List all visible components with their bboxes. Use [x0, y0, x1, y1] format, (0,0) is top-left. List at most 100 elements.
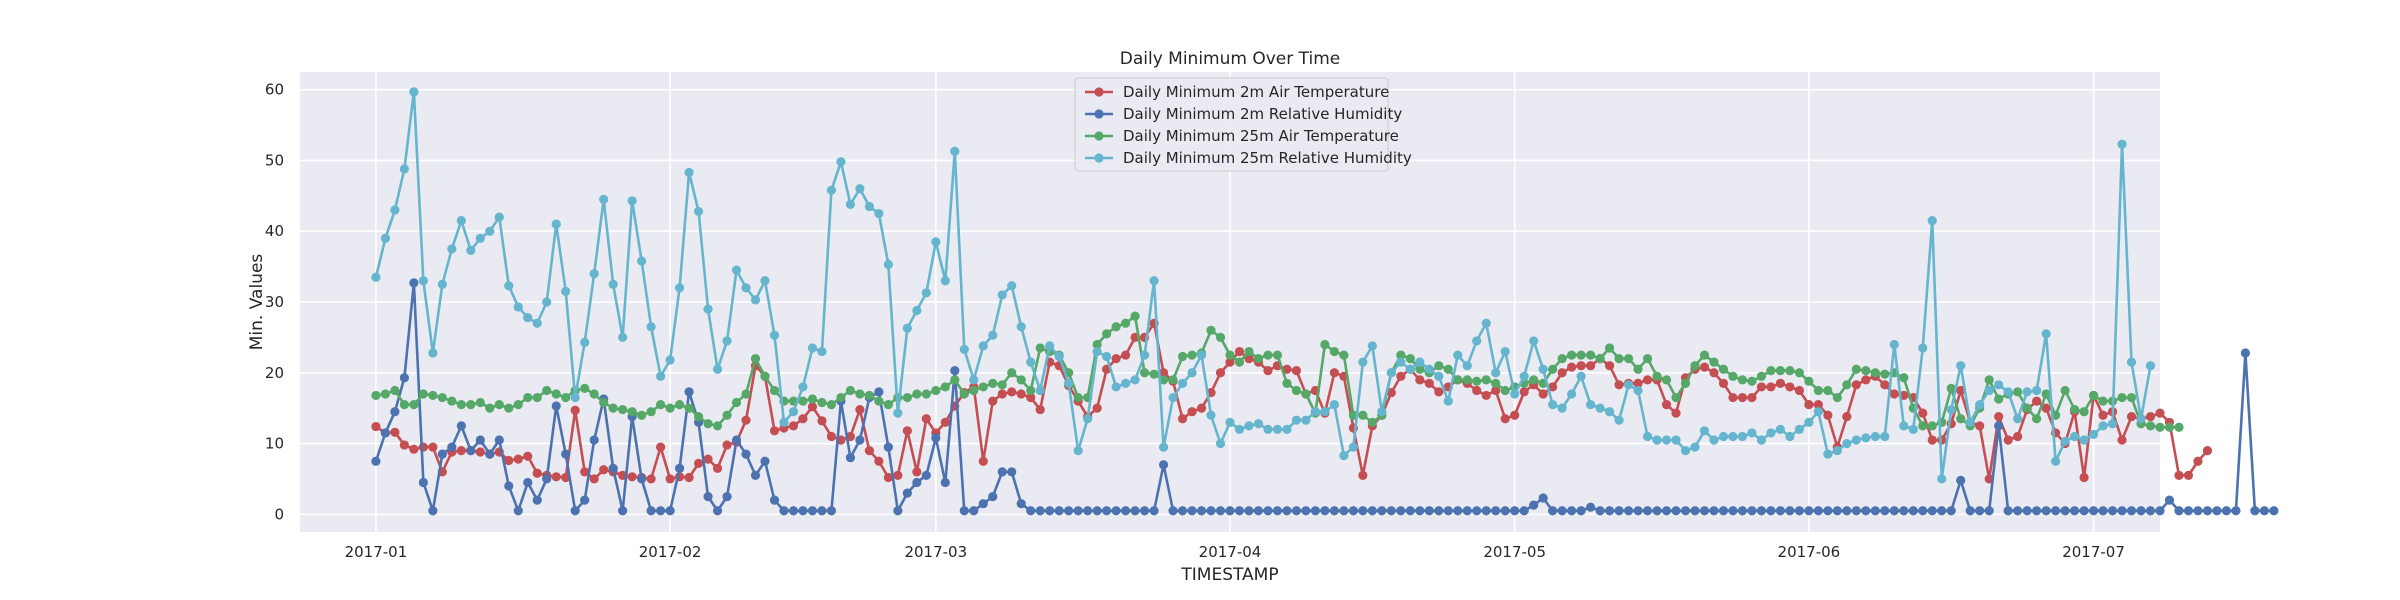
data-point: [1329, 346, 1339, 357]
data-point: [1794, 424, 1804, 434]
data-point: [447, 442, 457, 452]
data-point: [1111, 354, 1121, 364]
data-point: [1842, 506, 1852, 516]
data-point: [931, 385, 941, 396]
data-point: [1699, 426, 1710, 436]
data-point: [674, 400, 685, 410]
data-point: [978, 341, 988, 351]
data-point: [674, 463, 685, 473]
y-tick-label: 50: [265, 151, 284, 169]
series-2: [371, 278, 2279, 516]
data-point: [627, 472, 637, 482]
data-point: [940, 276, 950, 286]
data-point: [1500, 346, 1510, 357]
data-point: [1215, 368, 1226, 378]
data-point: [1690, 361, 1700, 371]
y-tick-label: 0: [274, 505, 284, 523]
data-point: [456, 421, 466, 431]
data-point: [1557, 368, 1567, 378]
data-point: [1642, 431, 1653, 442]
data-point: [969, 375, 979, 385]
data-point: [1690, 506, 1700, 516]
data-point: [969, 385, 979, 396]
data-point: [485, 449, 495, 459]
data-point: [513, 506, 523, 516]
data-point: [1092, 339, 1102, 350]
data-point: [1282, 364, 1292, 374]
data-point: [1215, 332, 1226, 342]
data-point: [864, 446, 874, 456]
data-point: [760, 276, 770, 286]
series-4: [371, 87, 2156, 484]
y-tick-label: 20: [265, 364, 284, 382]
data-point: [1747, 392, 1757, 403]
data-point: [504, 481, 514, 491]
data-point: [1623, 354, 1634, 364]
data-point: [883, 400, 893, 410]
data-point: [1434, 387, 1444, 397]
data-point: [1785, 382, 1795, 392]
data-point: [1083, 414, 1093, 424]
data-point: [1244, 421, 1254, 431]
data-point: [409, 87, 419, 97]
data-point: [2193, 456, 2203, 466]
data-point: [1842, 412, 1852, 422]
data-point: [1111, 322, 1121, 332]
data-point: [1405, 506, 1415, 516]
data-point: [874, 387, 884, 397]
data-point: [1310, 506, 1321, 516]
data-point: [1263, 424, 1273, 434]
data-point: [504, 403, 514, 413]
data-point: [1918, 421, 1928, 431]
data-point: [703, 419, 713, 429]
data-point: [1576, 350, 1586, 360]
data-point: [1832, 506, 1842, 516]
data-point: [1880, 380, 1890, 390]
data-point: [1671, 408, 1681, 418]
data-point: [1196, 403, 1207, 413]
data-point: [2041, 329, 2051, 339]
data-point: [1396, 506, 1406, 516]
data-point: [1994, 412, 2004, 422]
data-point: [1661, 506, 1672, 516]
x-tick-label: 2017-02: [639, 543, 702, 561]
data-point: [1092, 506, 1102, 516]
data-point: [1586, 361, 1596, 371]
data-point: [798, 396, 808, 406]
data-point: [2221, 506, 2232, 516]
data-point: [2041, 389, 2051, 399]
data-point: [2003, 506, 2013, 516]
data-point: [940, 417, 950, 427]
data-point: [1756, 371, 1767, 381]
data-point: [1766, 506, 1776, 516]
data-point: [788, 407, 799, 417]
data-point: [1158, 375, 1169, 385]
data-point: [437, 449, 447, 459]
data-point: [1092, 346, 1102, 357]
data-point: [2164, 495, 2175, 505]
data-point: [2259, 506, 2269, 516]
data-point: [997, 389, 1007, 399]
data-point: [2136, 414, 2146, 424]
data-point: [1680, 506, 1691, 516]
data-point: [1880, 431, 1890, 442]
data-point: [750, 470, 761, 480]
data-point: [1851, 435, 1861, 445]
data-point: [674, 283, 685, 293]
data-point: [1339, 350, 1349, 360]
data-point: [1927, 506, 1937, 516]
data-point: [1899, 506, 1909, 516]
data-point: [988, 492, 998, 502]
data-point: [902, 426, 912, 436]
data-point: [1927, 421, 1937, 431]
data-point: [2145, 506, 2156, 516]
data-point: [826, 400, 837, 410]
data-point: [893, 470, 903, 480]
data-point: [380, 389, 391, 399]
data-point: [817, 397, 827, 408]
data-point: [1699, 350, 1710, 360]
data-point: [1111, 506, 1121, 516]
data-point: [542, 474, 552, 484]
data-point: [1918, 506, 1928, 516]
